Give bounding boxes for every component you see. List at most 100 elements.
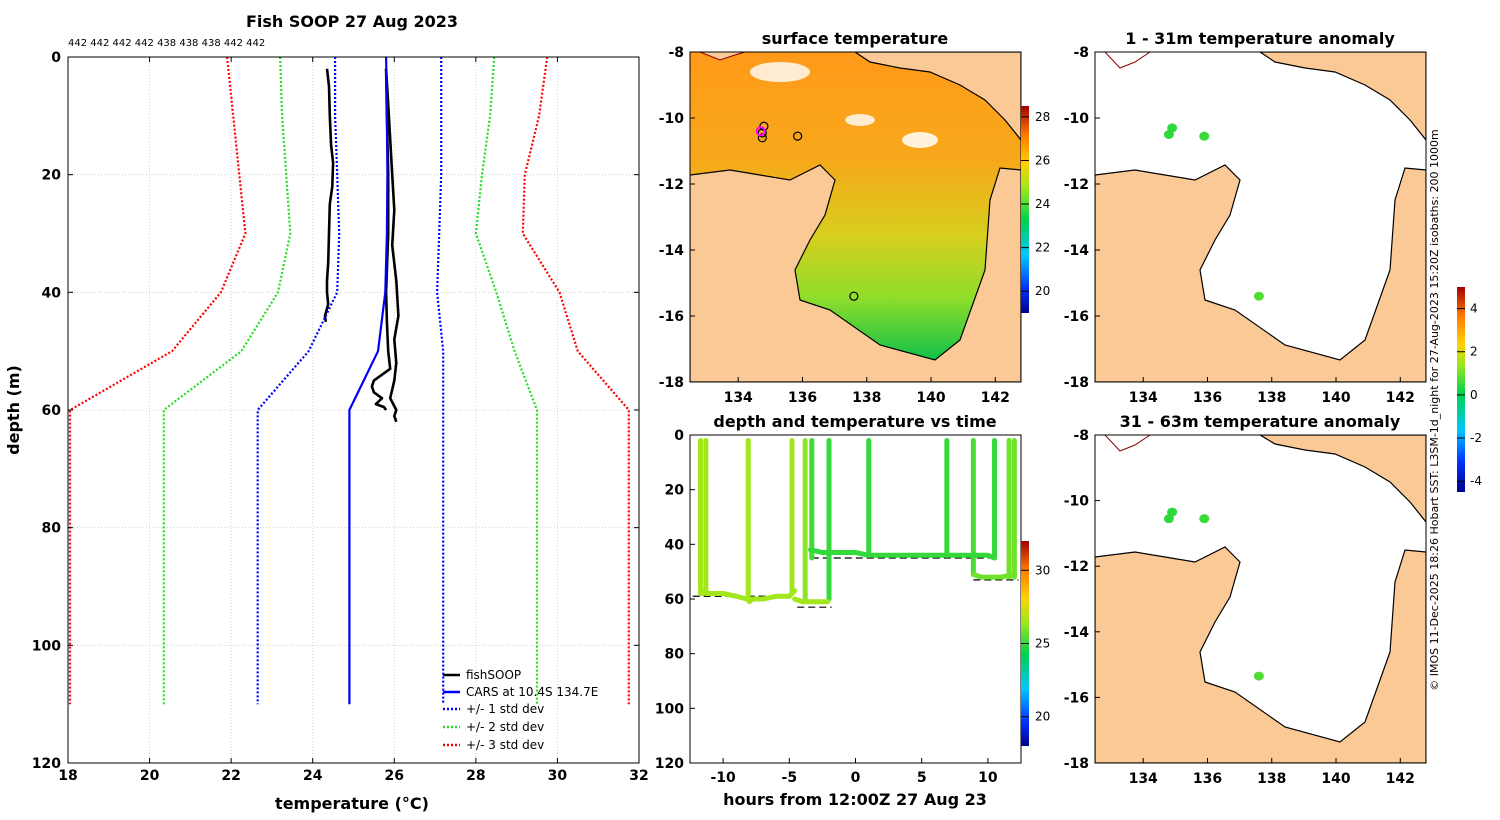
profile-xtick-label: 28 bbox=[466, 768, 485, 784]
timeseries-ytick-label: 40 bbox=[665, 537, 685, 553]
map-xtick-label: 138 bbox=[1257, 771, 1286, 787]
timeseries-xlabel: hours from 12:00Z 27 Aug 23 bbox=[723, 790, 987, 809]
timeseries-tow-trace bbox=[970, 571, 1017, 580]
timeseries-colorbar-label: 25 bbox=[1035, 637, 1050, 651]
sst-title: surface temperature bbox=[762, 29, 949, 48]
profile-lines bbox=[68, 56, 630, 705]
map-ytick-label: -18 bbox=[1064, 756, 1089, 772]
timeseries-xtick-label: 10 bbox=[978, 770, 998, 786]
sst-colorbar-label: 20 bbox=[1035, 284, 1050, 298]
legend-label-sd2: +/- 2 std dev bbox=[466, 720, 544, 734]
map-ytick-label: -18 bbox=[659, 375, 684, 391]
anomaly-point bbox=[1199, 514, 1210, 524]
timeseries-xtick-label: -10 bbox=[710, 770, 736, 786]
anomaly-deep-land-south bbox=[1095, 546, 1426, 763]
map-xtick-label: 136 bbox=[1193, 390, 1222, 406]
anomaly-deep-ticks: 134 136 138 140 142 -8 -10 -12 -14 -16 -18 bbox=[1064, 428, 1415, 787]
anomaly-colorbar-label: 0 bbox=[1470, 388, 1478, 402]
timeseries-title: depth and temperature vs time bbox=[713, 412, 996, 431]
map-xtick-label: 134 bbox=[1129, 771, 1158, 787]
profile-series--2-std bbox=[474, 56, 539, 705]
sst-tow-marker bbox=[757, 128, 767, 138]
profile-ytick-label: 120 bbox=[32, 756, 61, 772]
anomaly-deep-title: 31 - 63m temperature anomaly bbox=[1120, 412, 1401, 431]
timeseries-colorbar-label: 30 bbox=[1035, 563, 1050, 577]
anomaly-point bbox=[1163, 130, 1174, 139]
timeseries-ytick-label: 80 bbox=[665, 647, 685, 663]
profile-ytick-label: 60 bbox=[42, 403, 62, 419]
sst-colorbar-label: 28 bbox=[1035, 110, 1050, 124]
map-xtick-label: 136 bbox=[788, 390, 817, 406]
map-ytick-label: -14 bbox=[1064, 243, 1090, 259]
sst-land-north bbox=[853, 52, 1021, 141]
profile-y-ticks: 0 20 40 60 80 100 120 bbox=[32, 50, 639, 772]
map-xtick-label: 138 bbox=[1257, 390, 1286, 406]
profile-xtick-label: 20 bbox=[140, 768, 160, 784]
map-xtick-label: 142 bbox=[1386, 390, 1415, 406]
profile-series--1-std bbox=[436, 57, 445, 705]
profile-ytick-label: 0 bbox=[51, 50, 61, 66]
profile-legend: fishSOOP CARS at 10.4S 134.7E +/- 1 std … bbox=[443, 668, 598, 752]
anomaly-shallow-ticks: 134 136 138 140 142 -8 -10 -12 -14 -16 -18 bbox=[1064, 45, 1415, 406]
timeseries-panel: depth and temperature vs time -10 -5 0 5 100… bbox=[655, 412, 1051, 809]
anomaly-shallow-title: 1 - 31m temperature anomaly bbox=[1125, 29, 1395, 48]
map-xtick-label: 140 bbox=[916, 390, 945, 406]
map-xtick-label: 142 bbox=[981, 390, 1010, 406]
timeseries-colorbar-label: 20 bbox=[1035, 710, 1050, 724]
map-xtick-label: 140 bbox=[1321, 390, 1350, 406]
sst-colorbar-ticks: 20 22 24 26 28 bbox=[1021, 110, 1050, 298]
timeseries-ytick-label: 0 bbox=[674, 428, 684, 444]
map-ytick-label: -16 bbox=[659, 309, 684, 325]
map-ytick-label: -16 bbox=[1064, 690, 1089, 706]
anomaly-colorbar-label: -2 bbox=[1470, 431, 1482, 445]
map-xtick-label: 134 bbox=[724, 390, 753, 406]
map-ytick-label: -12 bbox=[1064, 177, 1089, 193]
profile-xtick-label: 32 bbox=[629, 768, 648, 784]
sst-colorbar-label: 24 bbox=[1035, 197, 1050, 211]
profile-xtick-label: 24 bbox=[303, 768, 323, 784]
map-ytick-label: -10 bbox=[1064, 494, 1090, 510]
sst-map-panel: surface temperature bbox=[659, 29, 1051, 406]
profile-xtick-label: 22 bbox=[221, 768, 240, 784]
sst-cloud-patch bbox=[845, 114, 875, 126]
map-xtick-label: 138 bbox=[852, 390, 881, 406]
sst-tow-marker bbox=[757, 133, 767, 143]
anomaly-shallow-land-north bbox=[1258, 52, 1426, 141]
timeseries-ytick-label: 100 bbox=[655, 701, 684, 717]
anomaly-point bbox=[1253, 291, 1264, 301]
profile-series-fishsoop-cast-b bbox=[384, 68, 400, 423]
map-ytick-label: -8 bbox=[668, 45, 684, 61]
profile-ytick-label: 20 bbox=[42, 168, 62, 184]
anomaly-colorbar-label: -4 bbox=[1470, 474, 1482, 488]
map-ytick-label: -18 bbox=[1064, 375, 1089, 391]
profile-x-ticks: 18 20 22 24 26 28 30 32 bbox=[58, 57, 649, 784]
map-ytick-label: -8 bbox=[1073, 428, 1089, 444]
anomaly-shallow-panel: 1 - 31m temperature anomaly 134 136 138 140… bbox=[1064, 29, 1427, 406]
anomaly-deep-isobath bbox=[1104, 435, 1151, 452]
profile-series--1-std bbox=[256, 57, 341, 705]
legend-label-fishsoop: fishSOOP bbox=[466, 668, 521, 682]
profile-ytick-label: 100 bbox=[32, 638, 61, 654]
sst-colorbar-label: 26 bbox=[1035, 153, 1050, 167]
map-ytick-label: -10 bbox=[659, 111, 685, 127]
sst-colorbar-label: 22 bbox=[1035, 241, 1050, 255]
profile-xtick-label: 30 bbox=[548, 768, 568, 784]
sst-land-south bbox=[690, 164, 1021, 382]
anomaly-shallow-isobath bbox=[1104, 52, 1151, 69]
anomaly-colorbar-label: 4 bbox=[1470, 302, 1478, 316]
legend-label-cars: CARS at 10.4S 134.7E bbox=[466, 685, 598, 699]
sst-land-corner bbox=[699, 52, 746, 61]
sst-sea-field bbox=[690, 52, 1021, 360]
timeseries-data bbox=[692, 437, 1019, 608]
legend-label-sd1: +/- 1 std dev bbox=[466, 702, 544, 716]
anomaly-point bbox=[1163, 514, 1174, 524]
profile-series-cars bbox=[348, 56, 389, 705]
profile-series--2-std bbox=[162, 56, 292, 705]
profile-xlabel: temperature (°C) bbox=[275, 794, 429, 813]
anomaly-point bbox=[1199, 131, 1210, 141]
timeseries-tow-trace bbox=[700, 588, 798, 605]
map-ytick-label: -12 bbox=[659, 177, 684, 193]
profile-ytick-label: 80 bbox=[42, 521, 62, 537]
